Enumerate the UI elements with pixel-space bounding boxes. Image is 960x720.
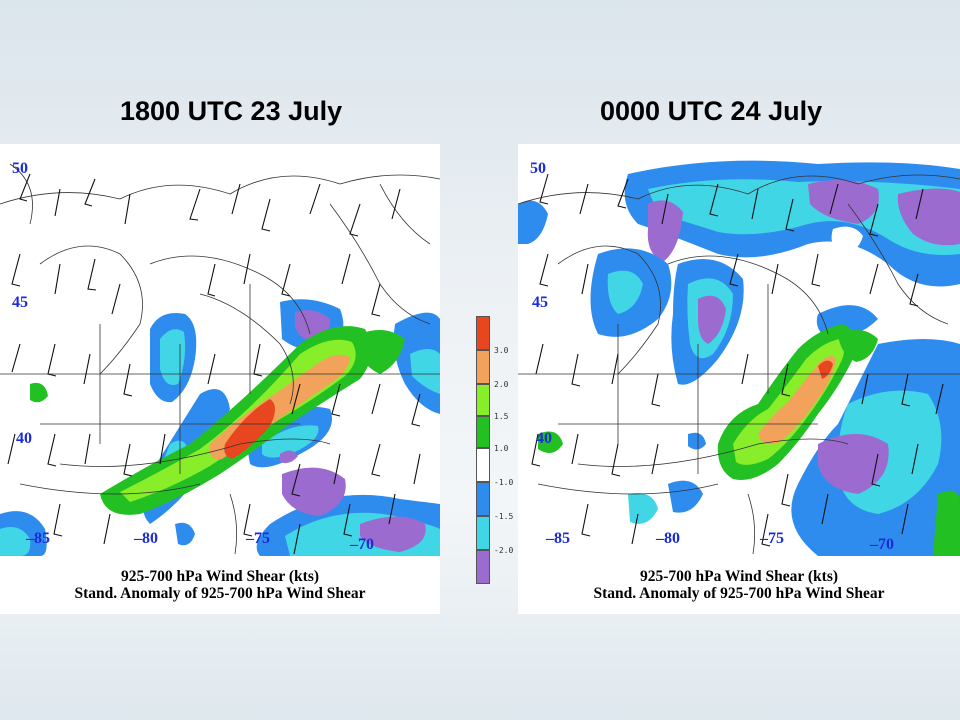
panel-left-time-title: 1800 UTC 23 July xyxy=(120,96,343,126)
colorbar-segment-strong-positive xyxy=(476,350,490,384)
longitude-label-70: –70 xyxy=(870,536,894,553)
caption-wind-shear: 925-700 hPa Wind Shear (kts) xyxy=(639,568,839,585)
colorbar-label-2-0: 2.0 xyxy=(494,380,509,389)
colorbar-label-minus-1-5: -1.5 xyxy=(494,512,514,521)
latitude-label-40: 40 xyxy=(16,430,32,447)
longitude-label-75: –75 xyxy=(246,530,270,547)
colorbar-segment-moderate-positive xyxy=(476,384,490,416)
panel-right-time-title: 0000 UTC 24 July xyxy=(600,96,823,126)
longitude-label-75: –75 xyxy=(760,530,784,547)
colorbar-segment-neutral xyxy=(476,448,490,482)
latitude-label-45: 45 xyxy=(12,294,28,311)
colorbar-segment-strong-negative xyxy=(476,550,490,584)
longitude-label-85: –85 xyxy=(546,530,570,547)
shear-anomaly-map-left xyxy=(0,163,440,556)
latitude-label-50: 50 xyxy=(530,160,546,177)
geographic-boundaries xyxy=(518,174,960,555)
longitude-label-80: –80 xyxy=(656,530,680,547)
latitude-label-45: 45 xyxy=(532,294,548,311)
colorbar-label-minus-2-0: -2.0 xyxy=(494,546,514,555)
map-panel-1800utc: 50 45 40 –85 –80 –75 –70 925-700 hPa Win… xyxy=(0,144,440,614)
colorbar-segment-very-strong-positive xyxy=(476,316,490,350)
longitude-label-80: –80 xyxy=(134,530,158,547)
latitude-label-40: 40 xyxy=(536,430,552,447)
map-panel-0000utc: 50 45 40 –85 –80 –75 –70 925-700 hPa Win… xyxy=(518,144,960,614)
wind-barbs xyxy=(7,173,421,555)
latitude-label-50: 50 xyxy=(12,160,28,177)
caption-standard-anomaly: Stand. Anomaly of 925-700 hPa Wind Shear xyxy=(74,585,366,602)
shear-anomaly-map-right xyxy=(518,160,960,556)
geographic-boundaries xyxy=(0,163,440,555)
colorbar-label-1-0: 1.0 xyxy=(494,444,509,453)
colorbar-segment-weak-negative xyxy=(476,482,490,516)
anomaly-colorbar: 3.0 2.0 1.5 1.0 -1.0 -1.5 -2.0 xyxy=(476,316,516,584)
longitude-label-70: –70 xyxy=(350,536,374,553)
caption-wind-shear: 925-700 hPa Wind Shear (kts) xyxy=(120,568,320,585)
negative-anomaly-regions xyxy=(0,299,440,556)
negative-anomaly-regions xyxy=(518,160,960,556)
colorbar-label-minus-1-0: -1.0 xyxy=(494,478,514,487)
positive-anomaly-regions xyxy=(30,326,405,515)
caption-standard-anomaly: Stand. Anomaly of 925-700 hPa Wind Shear xyxy=(593,585,885,602)
colorbar-segment-moderate-negative xyxy=(476,516,490,550)
colorbar-label-3-0: 3.0 xyxy=(494,346,509,355)
colorbar-label-1-5: 1.5 xyxy=(494,412,509,421)
longitude-label-85: –85 xyxy=(26,530,50,547)
positive-anomaly-regions xyxy=(538,324,878,480)
wind-barbs xyxy=(531,173,944,547)
colorbar-segment-weak-positive xyxy=(476,416,490,448)
